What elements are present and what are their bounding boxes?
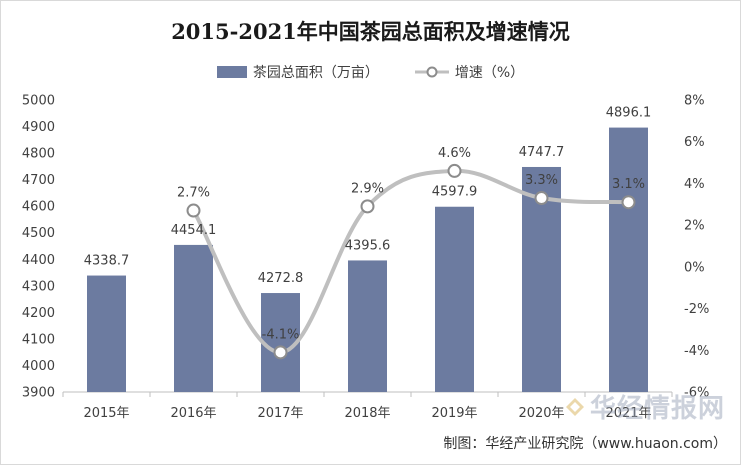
growth-value-label: 3.1% [612, 177, 645, 192]
legend-line-swatch [414, 66, 449, 78]
growth-value-label: 2.9% [351, 181, 384, 196]
y-left-tick-label: 4700 [22, 173, 55, 188]
bar [261, 293, 300, 392]
y-right-tick-label: 0% [684, 260, 705, 275]
y-right-tick-label: 8% [684, 94, 705, 109]
growth-point [360, 199, 375, 214]
bar [87, 275, 126, 392]
y-right-tick-label: -6% [684, 386, 709, 401]
y-left-tick-label: 4400 [22, 253, 55, 268]
bar [174, 244, 213, 392]
bar [348, 260, 387, 392]
y-left-tick-label: 4600 [22, 200, 55, 215]
y-right-tick-label: 6% [684, 135, 705, 150]
y-left-tick-label: 4000 [22, 359, 55, 374]
bar [609, 127, 648, 393]
y-left-tick-label: 4100 [22, 332, 55, 347]
y-right-tick-label: -2% [684, 302, 709, 317]
bar-value-label: 4395.6 [345, 238, 391, 253]
bar [435, 206, 474, 392]
growth-line [191, 168, 629, 355]
y-left-tick-label: 4200 [22, 306, 55, 321]
growth-value-label: -4.1% [262, 327, 300, 342]
bar-value-label: 4272.8 [258, 271, 304, 286]
growth-point [447, 163, 462, 178]
legend-item-growth: 增速（%） [414, 62, 525, 82]
y-left-tick-label: 4500 [22, 226, 55, 241]
source-note: 制图：华经产业研究院（www.huaon.com） [443, 436, 727, 452]
legend-label-growth: 增速（%） [454, 65, 525, 81]
watermark: 华经情报网 [565, 388, 725, 425]
watermark-logo-icon [565, 397, 584, 416]
growth-point [621, 195, 636, 210]
x-tick-label: 2021年 [605, 406, 651, 421]
y-left-tick-label: 4800 [22, 147, 55, 162]
x-tick-label: 2020年 [518, 406, 564, 421]
bar-value-label: 4338.7 [84, 254, 130, 269]
chart-title: 2015-2021年中国茶园总面积及增速情况 [171, 19, 570, 44]
chart-legend: 茶园总面积（万亩） 增速（%） [0, 62, 741, 82]
x-tick-label: 2017年 [257, 406, 303, 421]
y-left-tick-label: 3900 [22, 386, 55, 401]
bar-value-label: 4747.7 [519, 145, 565, 160]
x-tick-label: 2018年 [344, 406, 390, 421]
growth-value-label: 2.7% [177, 186, 210, 201]
growth-value-label: 3.3% [525, 173, 558, 188]
y-right-tick-label: -4% [684, 344, 709, 359]
legend-item-area: 茶园总面积（万亩） [216, 62, 379, 82]
x-tick-label: 2019年 [431, 406, 477, 421]
bar-value-label: 4896.1 [606, 106, 652, 121]
growth-point [534, 191, 549, 206]
growth-point [273, 345, 288, 360]
y-left-tick-label: 4300 [22, 279, 55, 294]
y-right-tick-label: 4% [684, 177, 705, 192]
bar-value-label: 4454.1 [171, 223, 217, 238]
x-tick-label: 2015年 [83, 406, 129, 421]
y-left-tick-label: 5000 [22, 94, 55, 109]
growth-point [186, 203, 201, 218]
watermark-text: 华经情报网 [589, 394, 725, 424]
legend-label-area: 茶园总面积（万亩） [252, 65, 379, 81]
y-right-tick-label: 2% [684, 219, 705, 234]
growth-value-label: 4.6% [438, 146, 471, 161]
legend-bar-swatch [216, 66, 247, 78]
x-tick-label: 2016年 [170, 406, 216, 421]
bar-value-label: 4597.9 [432, 185, 478, 200]
y-left-tick-label: 4900 [22, 120, 55, 135]
